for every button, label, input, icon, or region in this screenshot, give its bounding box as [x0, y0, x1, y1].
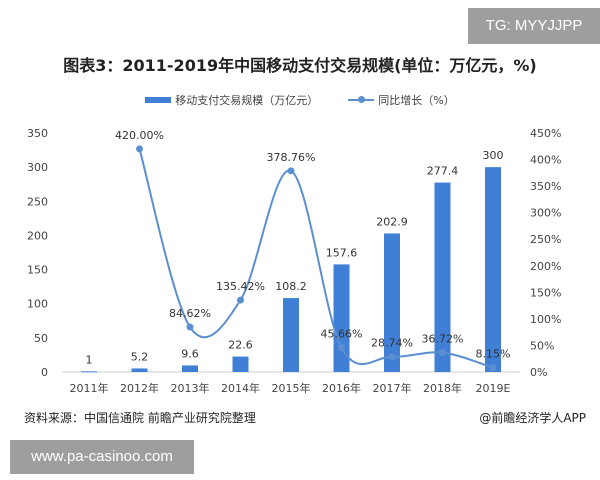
x-tick-label: 2011年: [70, 381, 109, 395]
legend-line-swatch: [348, 96, 375, 103]
growth-point: [136, 145, 143, 153]
y-right-tick-label: 150%: [530, 286, 561, 299]
x-tick-label: 2012年: [120, 381, 159, 395]
y-right-tick-label: 400%: [530, 154, 561, 167]
growth-data-label: 8.15%: [476, 348, 511, 361]
legend-bar-label: 移动支付交易规模（万亿元）: [175, 94, 319, 107]
growth-point: [489, 364, 497, 372]
bar: [182, 365, 198, 372]
bar: [333, 264, 350, 372]
bar-data-label: 22.6: [228, 339, 253, 352]
x-tick-label: 2018年: [423, 381, 462, 395]
growth-point: [388, 353, 396, 361]
y-left-tick-label: 100: [27, 298, 48, 311]
y-left-tick-label: 300: [27, 161, 48, 174]
watermark-bottom: www.pa-casinoo.com: [10, 440, 194, 474]
bar-data-label: 277.4: [427, 165, 459, 178]
growth-data-label: 135.42%: [216, 280, 265, 293]
y-right-tick-label: 250%: [530, 233, 561, 246]
y-left-tick-label: 150: [27, 264, 48, 277]
growth-point: [287, 167, 295, 175]
bar: [232, 356, 249, 372]
x-tick-label: 2013年: [171, 381, 210, 395]
watermark-top: TG: MYYJJPP: [468, 8, 600, 44]
growth-data-label: 45.66%: [321, 328, 363, 341]
legend-line-label: 同比增长（%）: [378, 94, 455, 107]
bar-data-label: 9.6: [181, 347, 199, 360]
bar-data-label: 5.2: [131, 350, 149, 363]
growth-point: [237, 296, 244, 304]
brand-credit: @前瞻经济学人APP: [479, 411, 586, 425]
y-right-tick-label: 200%: [530, 260, 561, 273]
bar: [131, 368, 148, 372]
y-right-tick-label: 0%: [530, 366, 547, 379]
growth-point: [439, 348, 446, 356]
growth-data-label: 84.62%: [169, 307, 211, 320]
legend: 移动支付交易规模（万亿元） 同比增长（%）: [0, 92, 600, 108]
x-tick-label: 2016年: [322, 381, 361, 395]
y-right-tick-label: 300%: [530, 207, 561, 220]
y-left-tick-label: 250: [27, 195, 48, 208]
bar: [283, 298, 299, 372]
bar-data-label: 1: [86, 353, 93, 366]
x-tick-label: 2015年: [272, 381, 311, 395]
y-right-tick-label: 450%: [530, 127, 561, 140]
y-left-tick-label: 200: [27, 229, 48, 242]
bar-data-label: 108.2: [275, 280, 307, 293]
chart-title: 图表3：2011-2019年中国移动支付交易规模(单位：万亿元，%): [63, 56, 537, 75]
bar: [81, 371, 97, 373]
bar-data-label: 157.6: [326, 246, 358, 259]
legend-bar-swatch: [145, 97, 172, 103]
y-right-tick-label: 50%: [530, 339, 554, 352]
x-tick-label: 2017年: [373, 381, 412, 395]
y-right-tick-label: 350%: [530, 180, 561, 193]
bar-data-label: 300: [483, 149, 504, 162]
x-tick-label: 2019E: [476, 382, 511, 395]
y-left-tick-label: 50: [34, 332, 48, 345]
bar: [485, 167, 501, 372]
source-note: 资料来源：中国信通院 前瞻产业研究院整理: [24, 411, 256, 425]
growth-point: [186, 323, 194, 331]
bar: [384, 233, 400, 372]
bar: [434, 182, 451, 372]
growth-point: [338, 344, 345, 352]
growth-data-label: 378.76%: [267, 151, 316, 164]
y-right-tick-label: 100%: [530, 313, 561, 326]
growth-data-label: 36.72%: [422, 332, 464, 345]
growth-data-label: 420.00%: [115, 129, 164, 142]
growth-data-label: 28.74%: [371, 337, 413, 350]
bar-data-label: 202.9: [376, 215, 408, 228]
y-left-tick-label: 0: [41, 366, 48, 379]
y-left-tick-label: 350: [27, 127, 48, 140]
x-tick-label: 2014年: [221, 381, 260, 395]
